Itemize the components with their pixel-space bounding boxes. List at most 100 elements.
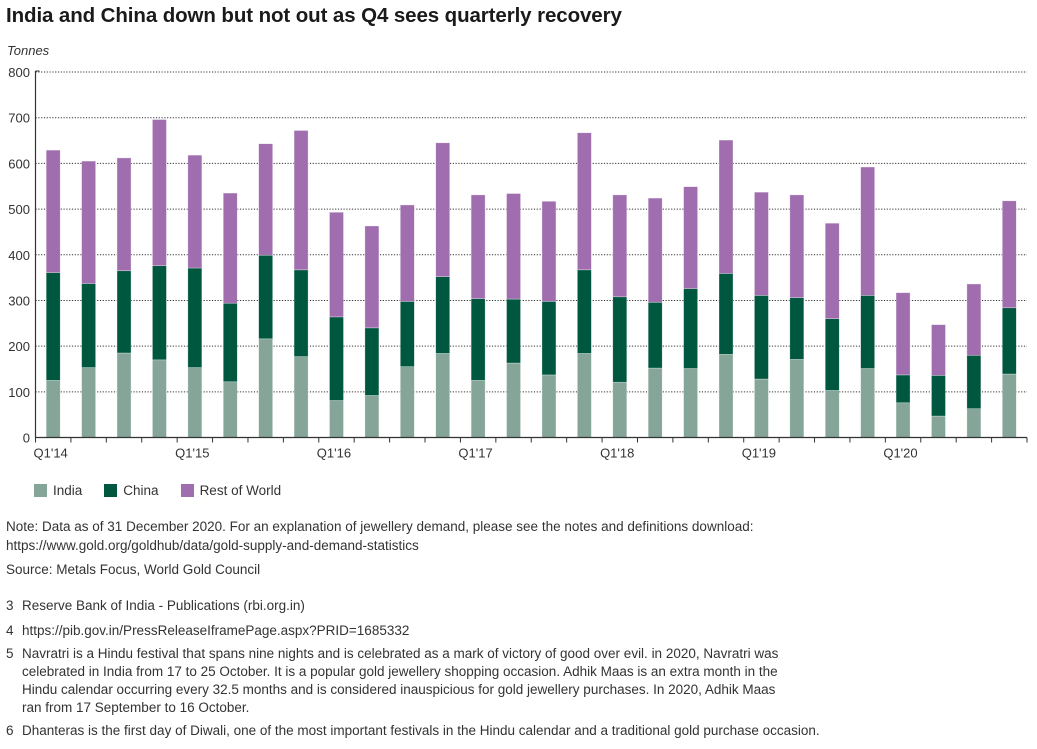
bar-rest-of-world [895,292,911,376]
bar-rest-of-world [718,139,734,274]
footnote-number: 4 [6,623,14,638]
bar-india [718,354,734,438]
bar-rest-of-world [293,130,309,271]
bar-stack-Q4'18 [718,139,734,438]
bar-china [895,374,911,404]
bar-india [647,367,663,438]
bar-rest-of-world [506,193,521,300]
x-tick-label: Q1'14 [34,446,68,461]
bar-china [754,295,769,380]
bar-stack-Q4'15 [293,130,309,438]
bar-china [612,296,628,383]
bar-india [966,408,982,438]
bar-india [506,362,521,438]
bar-rest-of-world [470,194,486,299]
bar-stack-Q2'19 [789,194,805,438]
bar-stack-Q2'20 [931,324,946,438]
note-line-1: Note: Data as of 31 December 2020. For a… [6,519,754,534]
legend-label-india: India [53,483,83,498]
bar-rest-of-world [152,119,167,267]
bar-stack-Q3'19 [824,222,840,438]
chart-title: India and China down but not out as Q4 s… [6,4,622,27]
bar-india [81,367,96,438]
bar-rest-of-world [187,154,203,269]
footnote-6: 6 Dhanteras is the first day of Diwali, … [6,722,1016,740]
bar-rest-of-world [258,143,273,256]
bar-rest-of-world [329,211,344,318]
y-tick-label: 500 [8,202,30,217]
bar-india [895,402,911,438]
bar-india [683,368,698,438]
footnote-3: 3 Reserve Bank of India - Publications (… [6,597,1016,615]
bar-stack-Q3'15 [258,143,273,438]
bar-rest-of-world [1001,200,1017,309]
bar-stack-Q4'16 [435,142,451,438]
y-tick-label: 700 [8,111,30,126]
note-link[interactable]: https://www.gold.org/goldhub/data/gold-s… [6,538,419,553]
bar-stack-Q3'14 [116,157,132,438]
bar-rest-of-world [931,324,946,376]
bar-china [541,301,557,376]
bar-rest-of-world [400,204,415,302]
bar-india [860,368,875,438]
footnote-number: 5 [6,646,14,661]
bar-china [364,327,380,396]
bar-china [329,316,344,401]
footnote-line: celebrated in India from 17 to 25 Octobe… [22,664,778,679]
bar-india [577,353,592,438]
bar-china [789,297,805,360]
bar-india [152,359,167,438]
bar-stack-Q1'17 [470,194,486,438]
bar-china [718,273,734,355]
legend-item-china: China [104,483,159,498]
bar-india [754,378,769,438]
y-tick-label: 0 [23,431,30,446]
bar-china [647,301,663,369]
bar-rest-of-world [577,132,592,271]
bar-stack-Q2'14 [81,160,96,438]
bar-stack-Q1'16 [329,211,344,438]
footnote-line: Hindu calendar occurring every 32.5 mont… [22,682,776,697]
footnote-line: Navratri is a Hindu festival that spans … [22,646,779,661]
bar-china [258,254,273,340]
bar-rest-of-world [116,157,132,272]
footnote-text[interactable]: Reserve Bank of India - Publications (rb… [22,598,305,613]
bar-rest-of-world [860,166,875,296]
legend-swatch-china [104,484,118,497]
bar-stack-Q4'19 [860,166,875,438]
legend-swatch-rest-of-world [180,484,194,497]
y-tick-label: 200 [8,339,30,354]
footnote-4: 4 https://pib.gov.in/PressReleaseIframeP… [6,622,1016,640]
footnote-5: 5 Navratri is a Hindu festival that span… [6,645,1016,717]
bar-stack-Q2'18 [647,197,663,438]
bar-rest-of-world [683,186,698,289]
gridlines [35,71,1027,393]
bar-china [506,298,521,364]
legend-item-india: India [34,483,82,498]
bar-stack-Q4'17 [577,132,592,438]
bar-china [1001,307,1017,375]
chart-source: Source: Metals Focus, World Gold Council [6,562,261,577]
y-tick-label: 400 [8,248,30,263]
bar-stack-Q4'20 [1001,200,1017,438]
x-tick-label: Q1'18 [600,446,634,461]
bar-india [824,390,840,438]
bar-stack-Q1'15 [187,154,203,438]
bar-india [470,380,486,438]
bar-rest-of-world [612,194,628,298]
x-tick-label: Q1'15 [175,446,209,461]
bar-rest-of-world [81,160,96,284]
y-tick-label: 300 [8,293,30,308]
bar-stack-Q4'14 [152,119,167,438]
bar-china [860,295,875,369]
footnote-link[interactable]: https://pib.gov.in/PressReleaseIframePag… [22,623,410,638]
y-axis-unit-label: Tonnes [7,43,50,58]
bar-rest-of-world [364,225,380,329]
bar-rest-of-world [824,222,840,320]
bar-china [931,375,946,417]
bar-rest-of-world [754,191,769,296]
x-tick-label: Q1'17 [458,446,492,461]
y-tick-label: 800 [8,65,30,80]
bar-rest-of-world [541,200,557,302]
bar-india [541,374,557,438]
